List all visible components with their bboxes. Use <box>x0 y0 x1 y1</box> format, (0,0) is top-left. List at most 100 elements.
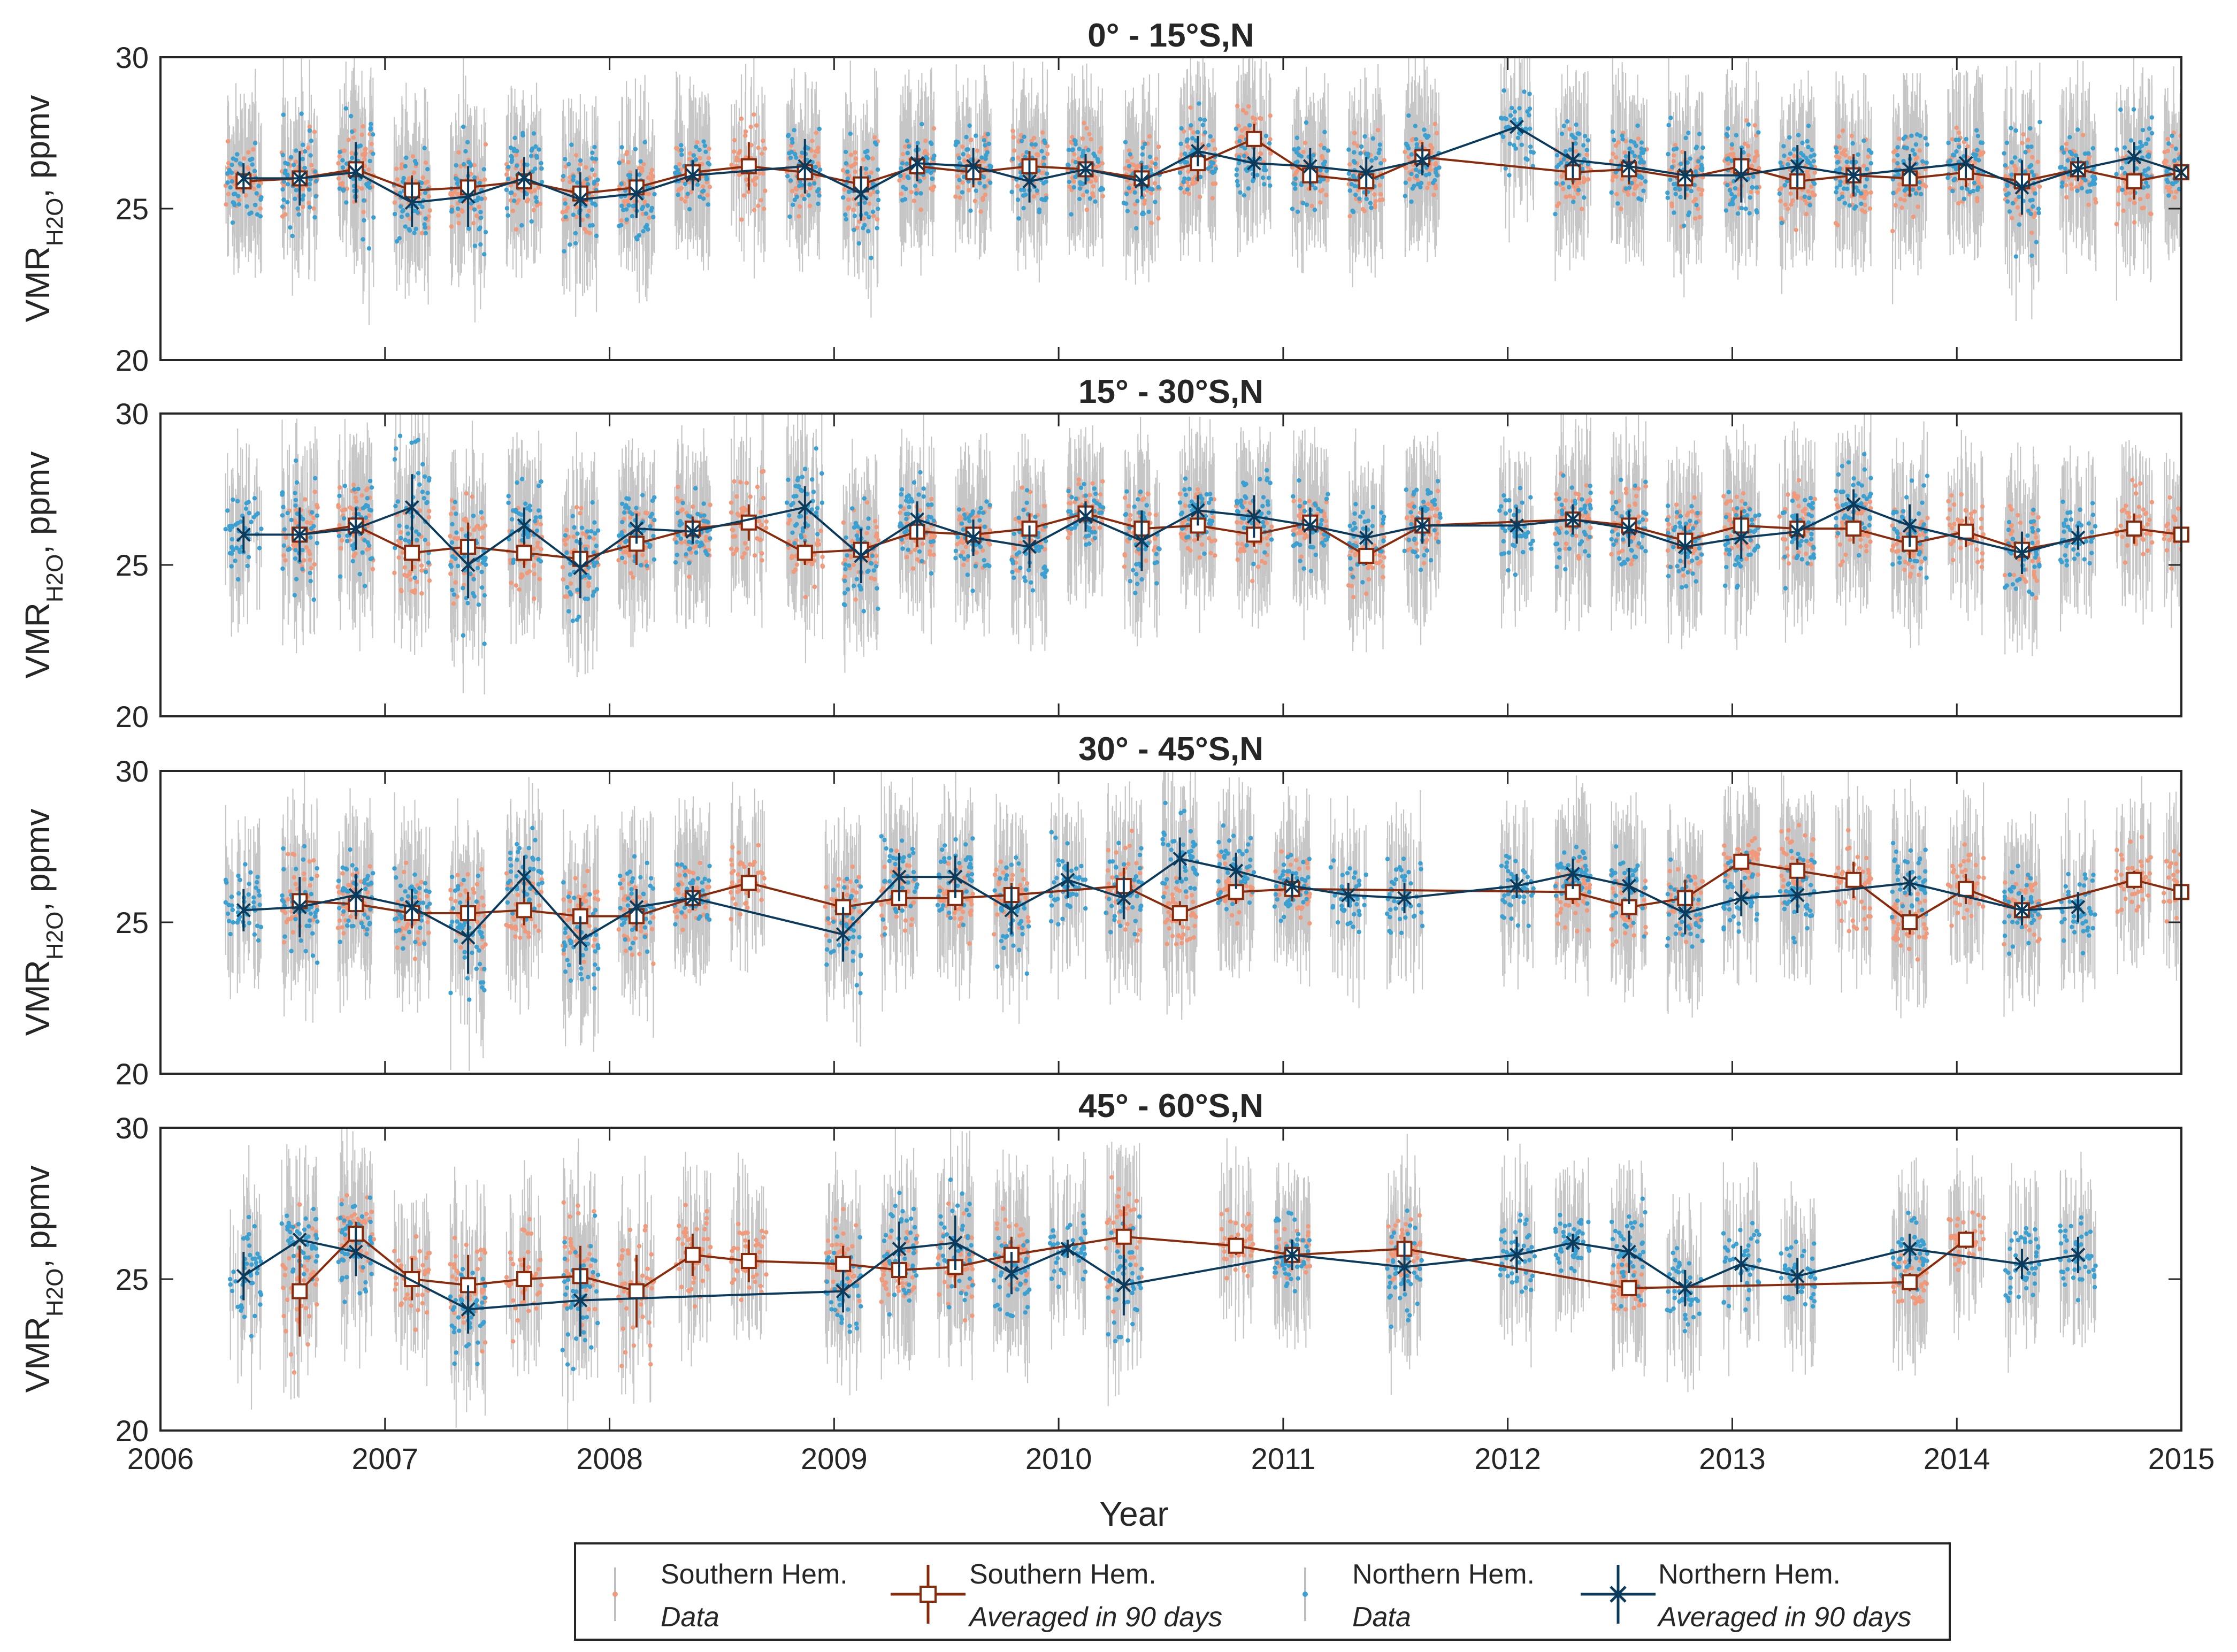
south-data-point <box>1975 198 1980 203</box>
north-data-point <box>344 200 349 205</box>
south-data-point <box>1695 164 1700 170</box>
south-data-point <box>2069 182 2074 187</box>
south-data-point <box>1559 174 1564 179</box>
north-data-point <box>302 165 307 171</box>
south-data-point <box>226 192 231 196</box>
south-data-point <box>900 151 906 157</box>
south-data-point <box>1790 198 1795 203</box>
north-data-point <box>419 180 424 186</box>
south-data-point <box>458 164 463 169</box>
south-data-point <box>757 171 762 176</box>
north-data-point <box>506 165 511 170</box>
south-data-point <box>449 224 454 229</box>
south-data-point <box>809 148 814 153</box>
south-data-point <box>1585 177 1591 182</box>
north-data-point <box>697 148 702 152</box>
north-data-point <box>399 214 404 219</box>
north-data-point <box>650 215 656 219</box>
south-data-point <box>1638 181 1643 187</box>
south-data-point <box>800 193 805 198</box>
north-data-point <box>394 239 400 244</box>
south-data-point <box>1142 201 1147 206</box>
north-data-point <box>307 128 312 133</box>
north-data-point <box>230 220 235 225</box>
south-data-point <box>1091 194 1095 199</box>
south-data-point <box>960 144 965 149</box>
north-data-point <box>592 144 597 150</box>
south-data-point <box>2197 180 2201 185</box>
south-data-point <box>1134 166 1139 172</box>
north-data-point <box>454 163 458 168</box>
south-data-point <box>1950 137 1955 142</box>
north-data-point <box>301 193 306 198</box>
north-data-point <box>227 167 232 173</box>
north-data-point <box>397 190 403 196</box>
south-data-point <box>1834 154 1839 159</box>
north-data-point <box>252 169 257 173</box>
south-data-point <box>1045 143 1050 149</box>
north-data-point <box>295 206 300 211</box>
south-data-point <box>1902 198 1907 203</box>
south-data-point <box>411 170 417 175</box>
south-data-point <box>514 152 519 158</box>
south-data-point <box>395 177 400 182</box>
south-data-point <box>560 178 565 182</box>
south-data-point <box>1407 177 1412 182</box>
south-data-point <box>2026 137 2031 142</box>
north-data-point <box>478 242 483 247</box>
north-data-point <box>539 160 543 166</box>
north-data-point <box>401 208 406 213</box>
north-data-point <box>281 179 287 184</box>
north-data-point <box>633 147 638 151</box>
north-data-point <box>236 202 241 207</box>
south-data-point <box>1671 159 1676 164</box>
south-data-point <box>1045 151 1050 157</box>
south-data-point <box>1156 144 1161 149</box>
south-data-point <box>359 186 364 191</box>
north-data-point <box>343 106 348 111</box>
south-data-point <box>419 231 425 236</box>
north-data-point <box>619 203 624 208</box>
south-data-point <box>1355 143 1360 148</box>
south-data-point <box>2162 160 2166 165</box>
south-data-point <box>1575 191 1580 196</box>
south-data-point <box>1890 228 1895 234</box>
north-data-point <box>645 203 650 208</box>
south-data-point <box>586 209 592 213</box>
south-data-point <box>2029 155 2035 159</box>
south-data-point <box>2121 208 2126 213</box>
south-data-point <box>2187 180 2192 184</box>
south-data-point <box>853 169 858 174</box>
north-data-point <box>371 215 376 220</box>
south-data-point <box>448 192 453 197</box>
south-data-point <box>1246 126 1251 132</box>
south-data-point <box>532 188 537 193</box>
south-data-point <box>851 208 856 212</box>
south-data-point <box>732 137 737 143</box>
south-data-point <box>861 216 867 221</box>
north-data-point <box>640 204 646 210</box>
south-data-point <box>474 213 479 218</box>
north-data-point <box>465 140 470 145</box>
south-data-point <box>871 213 876 219</box>
north-data-point <box>461 124 466 129</box>
north-data-point <box>619 181 624 186</box>
south-data-point <box>456 150 461 155</box>
south-data-point <box>1186 191 1191 196</box>
south-data-point <box>580 181 586 186</box>
south-data-point <box>306 146 311 150</box>
north-data-point <box>528 154 534 158</box>
south-data-point <box>2189 183 2194 187</box>
south-data-point <box>2182 187 2186 191</box>
south-data-point <box>1127 167 1132 172</box>
south-data-point <box>482 177 487 182</box>
south-data-point <box>918 207 923 212</box>
south-data-point <box>336 176 341 181</box>
south-data-point <box>931 126 937 131</box>
south-data-point <box>966 154 971 158</box>
south-data-point <box>1128 189 1132 194</box>
north-data-point <box>509 190 514 195</box>
south-data-point <box>1557 201 1561 206</box>
south-data-point <box>2035 159 2040 164</box>
south-data-point <box>1185 144 1190 149</box>
